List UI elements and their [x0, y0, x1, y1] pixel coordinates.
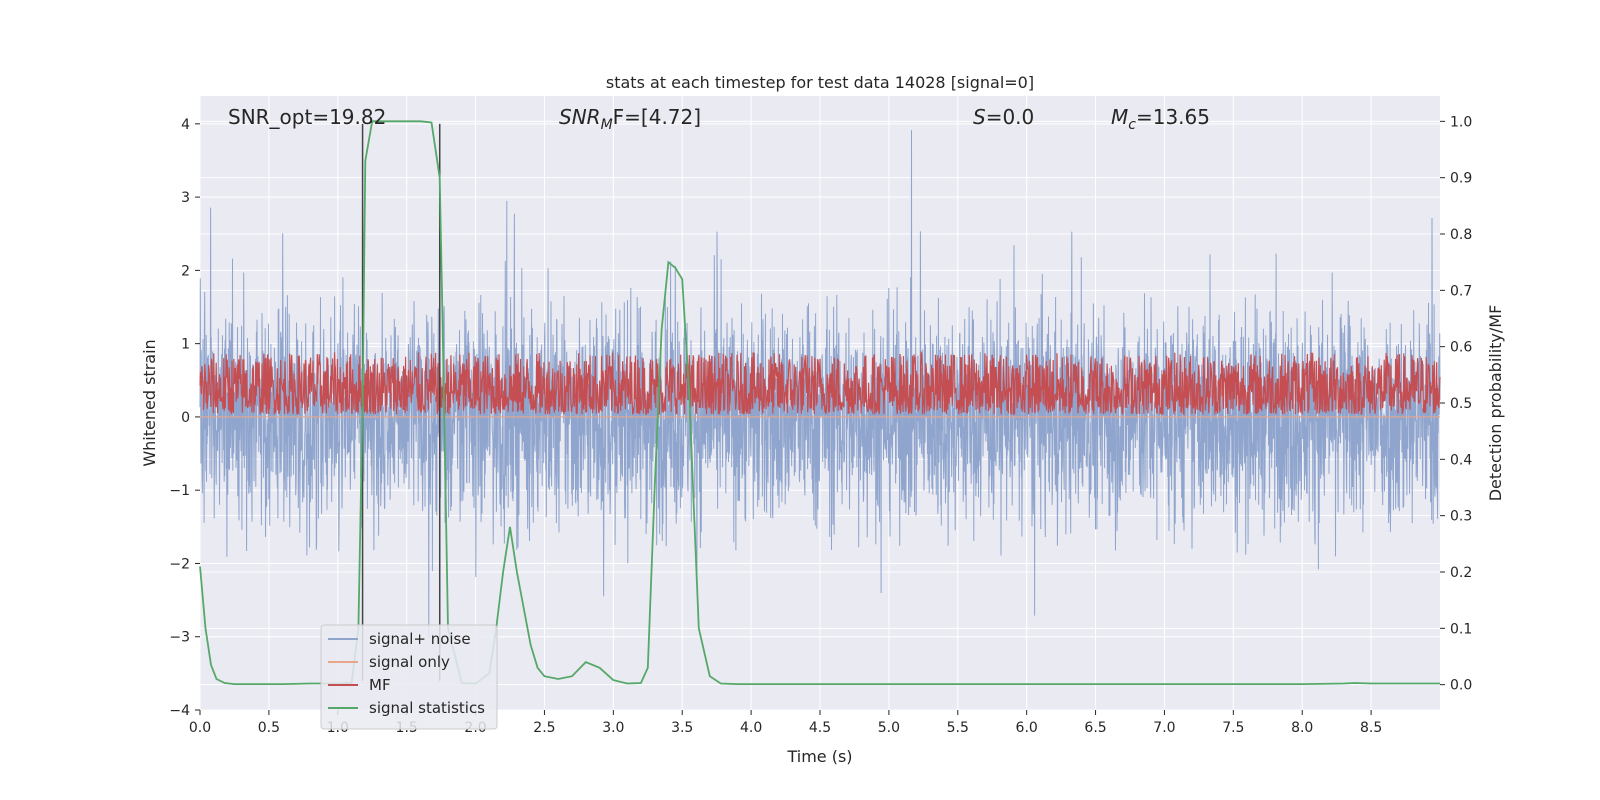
annotation-snr-mf-sub: M	[601, 117, 613, 133]
annotation-s-value: S=0.0	[973, 105, 1034, 129]
legend-label-signal-noise: signal+ noise	[369, 630, 471, 648]
x-tick-label-14: 7.0	[1153, 720, 1175, 736]
y-right-tick-label-0: 1.0	[1450, 114, 1472, 130]
y-axis-ticks: 4 3 2 1 0 −1 −2 −3 −4	[169, 117, 200, 719]
chart-title: stats at each timestep for test data 140…	[606, 73, 1034, 92]
y-tick-label-1: 3	[181, 190, 190, 206]
mf-series	[199, 350, 1441, 416]
y-tick-label-5: −1	[169, 483, 190, 499]
legend-label-signal-only: signal only	[369, 653, 450, 671]
annotation-s-main: S	[973, 105, 986, 129]
x-tick-label-8: 4.0	[740, 720, 762, 736]
x-tick-label-13: 6.5	[1084, 720, 1106, 736]
legend-label-mf: MF	[369, 676, 391, 694]
legend-label-signal-statistics: signal statistics	[369, 699, 485, 717]
y-right-tick-label-9: 0.1	[1450, 621, 1472, 637]
y-tick-label-6: −2	[169, 556, 190, 572]
y-tick-label-3: 1	[181, 337, 190, 353]
x-tick-label-5: 2.5	[533, 720, 555, 736]
annotation-snr-mf: SNRMF=[4.72]	[559, 105, 701, 133]
y-right-tick-label-3: 0.7	[1450, 283, 1472, 299]
y-right-tick-label-2: 0.8	[1450, 227, 1472, 243]
x-tick-label-11: 5.5	[947, 720, 969, 736]
annotation-mc-main: M	[1111, 105, 1128, 129]
x-tick-label-15: 7.5	[1222, 720, 1244, 736]
legend-box	[320, 624, 498, 730]
x-tick-label-16: 8.0	[1291, 720, 1313, 736]
annotation-s-rest: =0.0	[986, 105, 1035, 129]
annotation-mc-sub: c	[1128, 117, 1136, 133]
y-axis-label: Whitened strain	[140, 339, 159, 466]
x-tick-label-0: 0.0	[189, 720, 211, 736]
annotation-mc-value: Mc=13.65	[1111, 105, 1210, 133]
y-right-tick-label-7: 0.3	[1450, 509, 1472, 525]
x-tick-label-1: 0.5	[258, 720, 280, 736]
y-tick-label-2: 2	[181, 263, 190, 279]
y-tick-label-0: 4	[181, 117, 190, 133]
y-right-tick-label-10: 0.0	[1450, 678, 1472, 694]
annotation-snr-mf-rest: F=[4.72]	[613, 105, 701, 129]
y-right-tick-label-8: 0.2	[1450, 565, 1472, 581]
mf-line	[199, 350, 1441, 416]
annotation-snr-mf-main: SNR	[559, 105, 601, 129]
y-tick-label-8: −4	[169, 703, 190, 719]
y-tick-label-4: 0	[181, 410, 190, 426]
x-axis-label: Time (s)	[786, 747, 852, 766]
annotation-snr-opt: SNR_opt=19.82	[228, 105, 386, 129]
legend: signal+ noise signal only MF signal stat…	[320, 624, 498, 730]
y-right-tick-label-1: 0.9	[1450, 171, 1472, 187]
x-tick-label-12: 6.0	[1016, 720, 1038, 736]
x-tick-label-10: 5.0	[878, 720, 900, 736]
y-right-axis-label: Detection probability/MF	[1486, 305, 1505, 502]
y-right-tick-label-6: 0.4	[1450, 452, 1472, 468]
x-axis-ticks: 0.00.51.01.52.02.53.03.54.04.55.05.56.06…	[189, 710, 1382, 736]
y-right-tick-label-4: 0.6	[1450, 340, 1472, 356]
x-tick-label-7: 3.5	[671, 720, 693, 736]
y-right-axis-ticks: 1.0 0.9 0.8 0.7 0.6 0.5 0.4 0.3 0.2 0.1 0.0	[1440, 114, 1472, 694]
x-tick-label-6: 3.0	[602, 720, 624, 736]
annotation-mc-rest: =13.65	[1136, 105, 1210, 129]
y-tick-label-7: −3	[169, 630, 190, 646]
y-right-tick-label-5: 0.5	[1450, 396, 1472, 412]
x-tick-label-17: 8.5	[1360, 720, 1382, 736]
x-tick-label-9: 4.5	[809, 720, 831, 736]
